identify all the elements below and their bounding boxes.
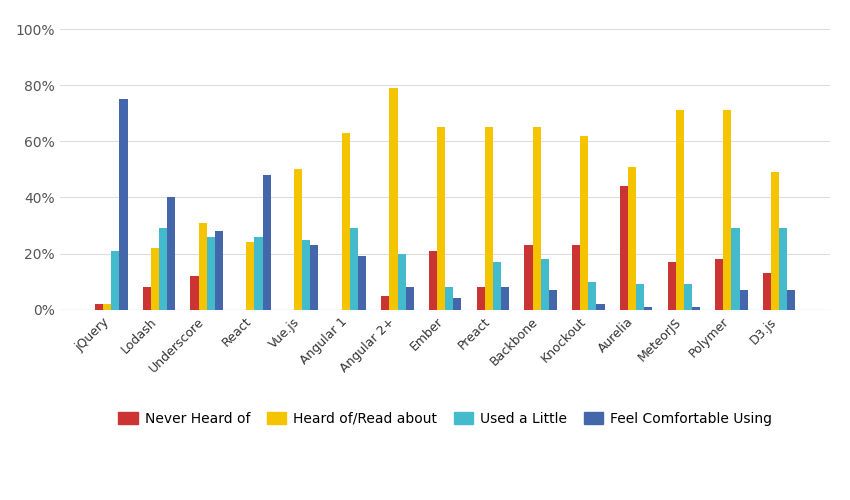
Bar <box>111 250 119 310</box>
Bar <box>151 248 159 310</box>
Bar <box>524 245 533 310</box>
Bar <box>350 228 358 310</box>
Bar <box>683 284 692 310</box>
Bar <box>294 170 302 310</box>
Bar <box>207 236 215 310</box>
Bar <box>763 273 771 310</box>
Bar <box>254 236 263 310</box>
Bar <box>358 256 366 310</box>
Bar <box>310 245 319 310</box>
Bar <box>167 198 175 310</box>
Bar <box>597 304 604 310</box>
Bar <box>143 287 151 310</box>
Bar <box>501 287 509 310</box>
Bar <box>667 262 676 310</box>
Bar <box>429 250 437 310</box>
Bar <box>159 228 167 310</box>
Bar <box>477 287 484 310</box>
Bar <box>636 284 644 310</box>
Bar <box>549 290 557 310</box>
Bar <box>740 290 748 310</box>
Bar <box>732 228 740 310</box>
Bar <box>437 128 445 310</box>
Bar <box>541 259 549 310</box>
Bar <box>302 240 310 310</box>
Bar <box>398 254 405 310</box>
Bar <box>533 128 541 310</box>
Bar <box>493 262 501 310</box>
Bar <box>103 304 111 310</box>
Bar <box>676 110 683 310</box>
Bar <box>588 282 597 310</box>
Bar <box>389 88 398 310</box>
Bar <box>246 242 254 310</box>
Bar <box>644 307 652 310</box>
Bar <box>199 222 207 310</box>
Bar <box>572 245 581 310</box>
Bar <box>263 175 270 310</box>
Bar <box>620 186 628 310</box>
Bar <box>715 259 723 310</box>
Bar <box>445 287 453 310</box>
Bar <box>484 128 493 310</box>
Bar <box>95 304 103 310</box>
Legend: Never Heard of, Heard of/Read about, Used a Little, Feel Comfortable Using: Never Heard of, Heard of/Read about, Use… <box>111 405 779 433</box>
Bar <box>628 166 636 310</box>
Bar <box>787 290 796 310</box>
Bar <box>723 110 732 310</box>
Bar <box>581 136 588 310</box>
Bar <box>215 231 223 310</box>
Bar <box>382 296 389 310</box>
Bar <box>405 287 414 310</box>
Bar <box>779 228 787 310</box>
Bar <box>190 276 199 310</box>
Bar <box>342 133 350 310</box>
Bar <box>119 99 128 310</box>
Bar <box>771 172 779 310</box>
Bar <box>453 298 462 310</box>
Bar <box>692 307 700 310</box>
